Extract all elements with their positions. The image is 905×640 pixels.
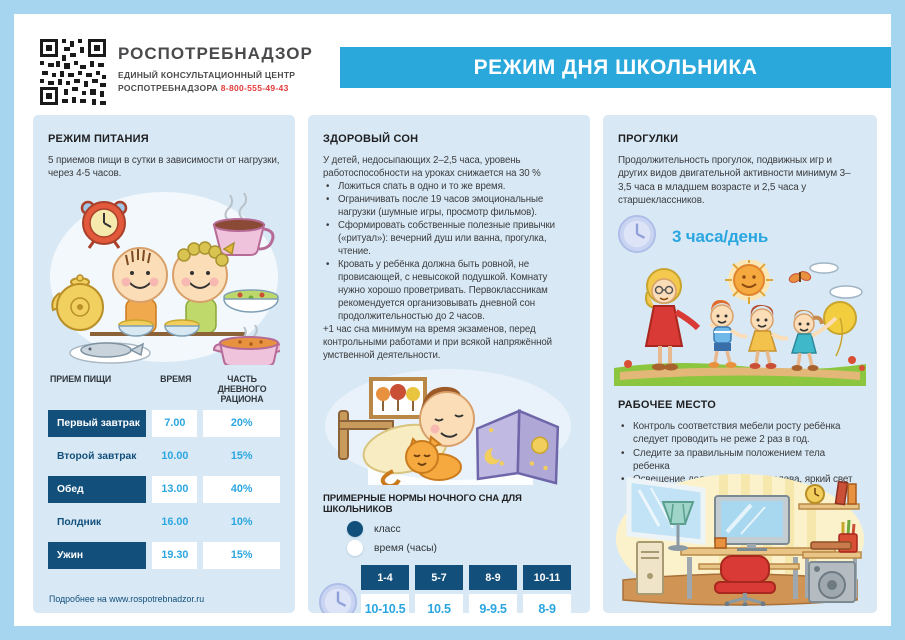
sleep-bullet: Ложиться спать в одно и то же время.	[323, 180, 575, 193]
class-range: 5-7	[415, 565, 463, 590]
balloon-icon	[823, 301, 857, 357]
office-chair-icon	[714, 555, 776, 608]
qr-code-icon	[40, 39, 106, 105]
class-range: 8-9	[469, 565, 517, 590]
clock-icon	[618, 215, 656, 258]
workplace-heading: РАБОЧЕЕ МЕСТО	[618, 399, 717, 412]
walks-heading: ПРОГУЛКИ	[618, 133, 679, 145]
class-range: 1-4	[361, 565, 409, 590]
soup-pot-icon	[212, 323, 286, 367]
books-stack-icon	[810, 541, 852, 550]
walks-duration: 3 часа/день	[618, 215, 862, 258]
steaming-cup-icon	[212, 192, 275, 256]
table-row: Ужин 19.30 15%	[48, 541, 280, 569]
desk-lamp-icon	[661, 501, 695, 551]
alarm-clock-icon	[80, 200, 128, 249]
monitor-icon	[714, 495, 790, 551]
table-row: Полдник 16.00 10%	[57, 516, 253, 529]
butterfly-icon	[788, 271, 812, 283]
poster-sheet: РОСПОТРЕБНАДЗОР ЕДИНЫЙ КОНСУЛЬТАЦИОННЫЙ …	[14, 14, 891, 626]
pc-tower-icon	[636, 541, 664, 595]
child-boy-figure	[708, 300, 748, 369]
shelf-icon	[798, 480, 860, 510]
workplace-bullet: Контроль соответствия мебели росту ребён…	[618, 420, 862, 447]
clock-icon	[319, 583, 357, 613]
sleep-bullet: Ограничивать после 19 часов эмоциональны…	[323, 193, 575, 219]
food-bowls	[118, 318, 200, 337]
meals-illustration	[48, 187, 286, 370]
flowers	[624, 356, 865, 372]
sleep-norms-table: 1-4 5-7 8-9 10-11 10-10,5 10,5 9-9,5 8-9	[319, 565, 575, 613]
section-nutrition: РЕЖИМ ПИТАНИЯ 5 приемов пищи в сутки в з…	[33, 115, 295, 613]
table-row: Первый завтрак 7.00 20%	[48, 409, 280, 437]
table-row: Второй завтрак 10.00 15%	[57, 450, 253, 463]
columns: РЕЖИМ ПИТАНИЯ 5 приемов пищи в сутки в з…	[33, 115, 877, 613]
cloud-icon	[809, 262, 863, 299]
workplace-illustration	[615, 472, 865, 611]
sleep-hours: 8-9	[523, 594, 571, 613]
legend-time: время (часы)	[347, 540, 575, 556]
org-subtitle-line1: ЕДИНЫЙ КОНСУЛЬТАЦИОННЫЙ ЦЕНТР	[118, 70, 296, 80]
sun-icon	[725, 256, 773, 305]
class-dot-icon	[347, 521, 363, 537]
nutrition-table-header: ПРИЕМ ПИЩИ ВРЕМЯ ЧАСТЬ ДНЕВНОГО РАЦИОНА	[48, 374, 280, 404]
sleep-heading: ЗДОРОВЫЙ СОН	[323, 133, 419, 145]
book-icon	[475, 409, 560, 485]
sleep-illustration	[323, 367, 575, 490]
bed-headboard	[338, 410, 394, 460]
family-walk-illustration	[614, 256, 866, 391]
mug-icon	[714, 537, 727, 549]
sleep-norms-legend: класс время (часы)	[347, 521, 575, 556]
teapot-icon	[51, 273, 104, 331]
workplace-bullet: Следите за правильным положением тела ре…	[618, 447, 862, 474]
sleep-hours: 10,5	[415, 594, 463, 613]
table-row: Обед 13.00 40%	[48, 475, 280, 503]
org-name: РОСПОТРЕБНАДЗОР	[118, 44, 313, 63]
sleep-bullet: Кровать у ребёнка должна быть ровной, не…	[323, 258, 575, 323]
nutrition-heading: РЕЖИМ ПИТАНИЯ	[48, 133, 149, 145]
col-time: ВРЕМЯ	[160, 373, 192, 384]
col-share: ЧАСТЬ ДНЕВНОГО РАЦИОНА	[217, 373, 267, 404]
salad-bowl-icon	[223, 288, 279, 313]
cat-figure	[380, 435, 462, 489]
org-subtitle-line2: РОСПОТРЕБНАДЗОРА 8-800-555-49-43	[118, 83, 289, 94]
page-title: РЕЖИМ ДНЯ ШКОЛЬНИКА	[473, 55, 758, 79]
sleep-norms-title: ПРИМЕРНЫЕ НОРМЫ НОЧНОГО СНА ДЛЯ ШКОЛЬНИК…	[323, 493, 522, 515]
section-sleep: ЗДОРОВЫЙ СОН У детей, недосыпающих 2–2,5…	[308, 115, 590, 613]
nutrition-intro: 5 приемов пищи в сутки в зависимости от …	[48, 155, 280, 180]
col-meal: ПРИЕМ ПИЩИ	[50, 373, 112, 384]
more-info-link: Подробнее на www.rospotrebnadzor.ru	[49, 594, 205, 604]
hotline-phone: 8-800-555-49-43	[220, 83, 289, 94]
sleep-bullet: Сформировать собственные полезные привыч…	[323, 219, 575, 258]
child-girl2-figure	[790, 309, 838, 372]
walks-intro: Продолжительность прогулок, подвижных иг…	[618, 155, 851, 206]
mother-figure	[644, 268, 701, 371]
fish-plate-icon	[69, 341, 151, 364]
section-walks-workplace: ПРОГУЛКИ Продолжительность прогулок, под…	[603, 115, 877, 613]
title-banner: РЕЖИМ ДНЯ ШКОЛЬНИКА	[340, 47, 891, 88]
speaker-icon	[808, 561, 856, 603]
org-subtitle: ЕДИНЫЙ КОНСУЛЬТАЦИОННЫЙ ЦЕНТР РОСПОТРЕБН…	[118, 69, 313, 95]
class-range: 10-11	[523, 565, 571, 590]
sleep-intro: У детей, недосыпающих 2–2,5 часа, уровен…	[323, 155, 541, 179]
sleeping-boy	[419, 386, 475, 447]
sleep-note: +1 час сна минимум на время экзаменов, п…	[323, 324, 552, 361]
time-dot-icon	[347, 540, 363, 556]
legend-class: класс	[347, 521, 575, 537]
walks-highlight: 3 часа/день	[672, 226, 769, 246]
sleep-hours: 10-10,5	[361, 594, 409, 613]
sleep-hours: 9-9,5	[469, 594, 517, 613]
child-girl-figure	[747, 304, 789, 370]
picture-frame-icon	[369, 377, 427, 419]
org-block: РОСПОТРЕБНАДЗОР ЕДИНЫЙ КОНСУЛЬТАЦИОННЫЙ …	[118, 44, 313, 95]
